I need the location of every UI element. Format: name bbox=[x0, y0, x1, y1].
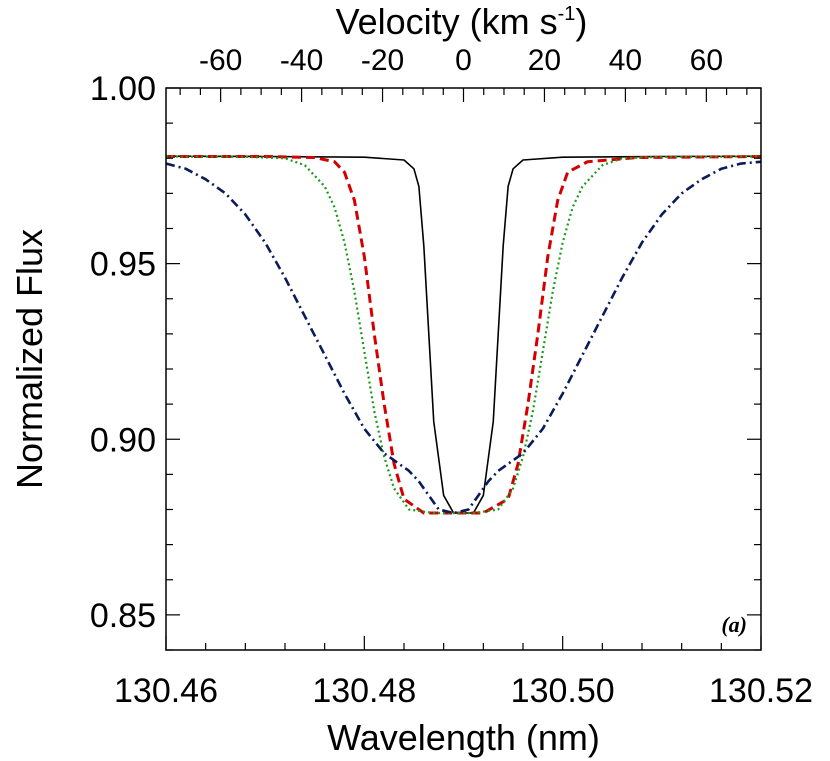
series-layer bbox=[166, 154, 761, 515]
x-tick-label: 130.50 bbox=[511, 672, 615, 710]
y-axis-title: Normalized Flux bbox=[9, 229, 50, 489]
y-tick-label: 0.90 bbox=[90, 421, 156, 459]
series-line-2-dashed bbox=[166, 154, 761, 515]
ticks-layer: 130.46 130.48 130.50 130.52 0.85 0.90 0.95 1.00… bbox=[90, 44, 813, 710]
top-tick-label: 0 bbox=[455, 44, 472, 77]
y-tick-label: 0.95 bbox=[90, 246, 156, 284]
top-tick-label: -40 bbox=[280, 44, 323, 77]
plot-frame bbox=[165, 87, 762, 651]
y-tick-label: 0.85 bbox=[90, 597, 156, 635]
top-axis-title: Velocity (km s-1) bbox=[336, 1, 588, 42]
series-line-1-solid bbox=[166, 155, 761, 514]
series-line-3-dotted bbox=[166, 155, 761, 515]
top-tick-label: 60 bbox=[690, 44, 723, 77]
x-tick-label: 130.52 bbox=[709, 672, 813, 710]
x-tick-label: 130.46 bbox=[114, 672, 218, 710]
y-tick-label: 1.00 bbox=[90, 70, 156, 108]
top-axis-title-superscript: -1 bbox=[558, 3, 576, 25]
x-axis-title: Wavelength (nm) bbox=[327, 717, 600, 758]
top-tick-label: 20 bbox=[528, 44, 561, 77]
panel-label: (a) bbox=[721, 612, 747, 637]
x-tick-label: 130.48 bbox=[312, 672, 416, 710]
top-tick-label: 40 bbox=[609, 44, 642, 77]
series-line-4-dashdot bbox=[166, 160, 761, 515]
top-tick-label: -60 bbox=[199, 44, 242, 77]
top-tick-label: -20 bbox=[361, 44, 404, 77]
top-axis-title-end: ) bbox=[575, 1, 587, 42]
top-axis-title-main: Velocity (km s bbox=[336, 1, 558, 42]
